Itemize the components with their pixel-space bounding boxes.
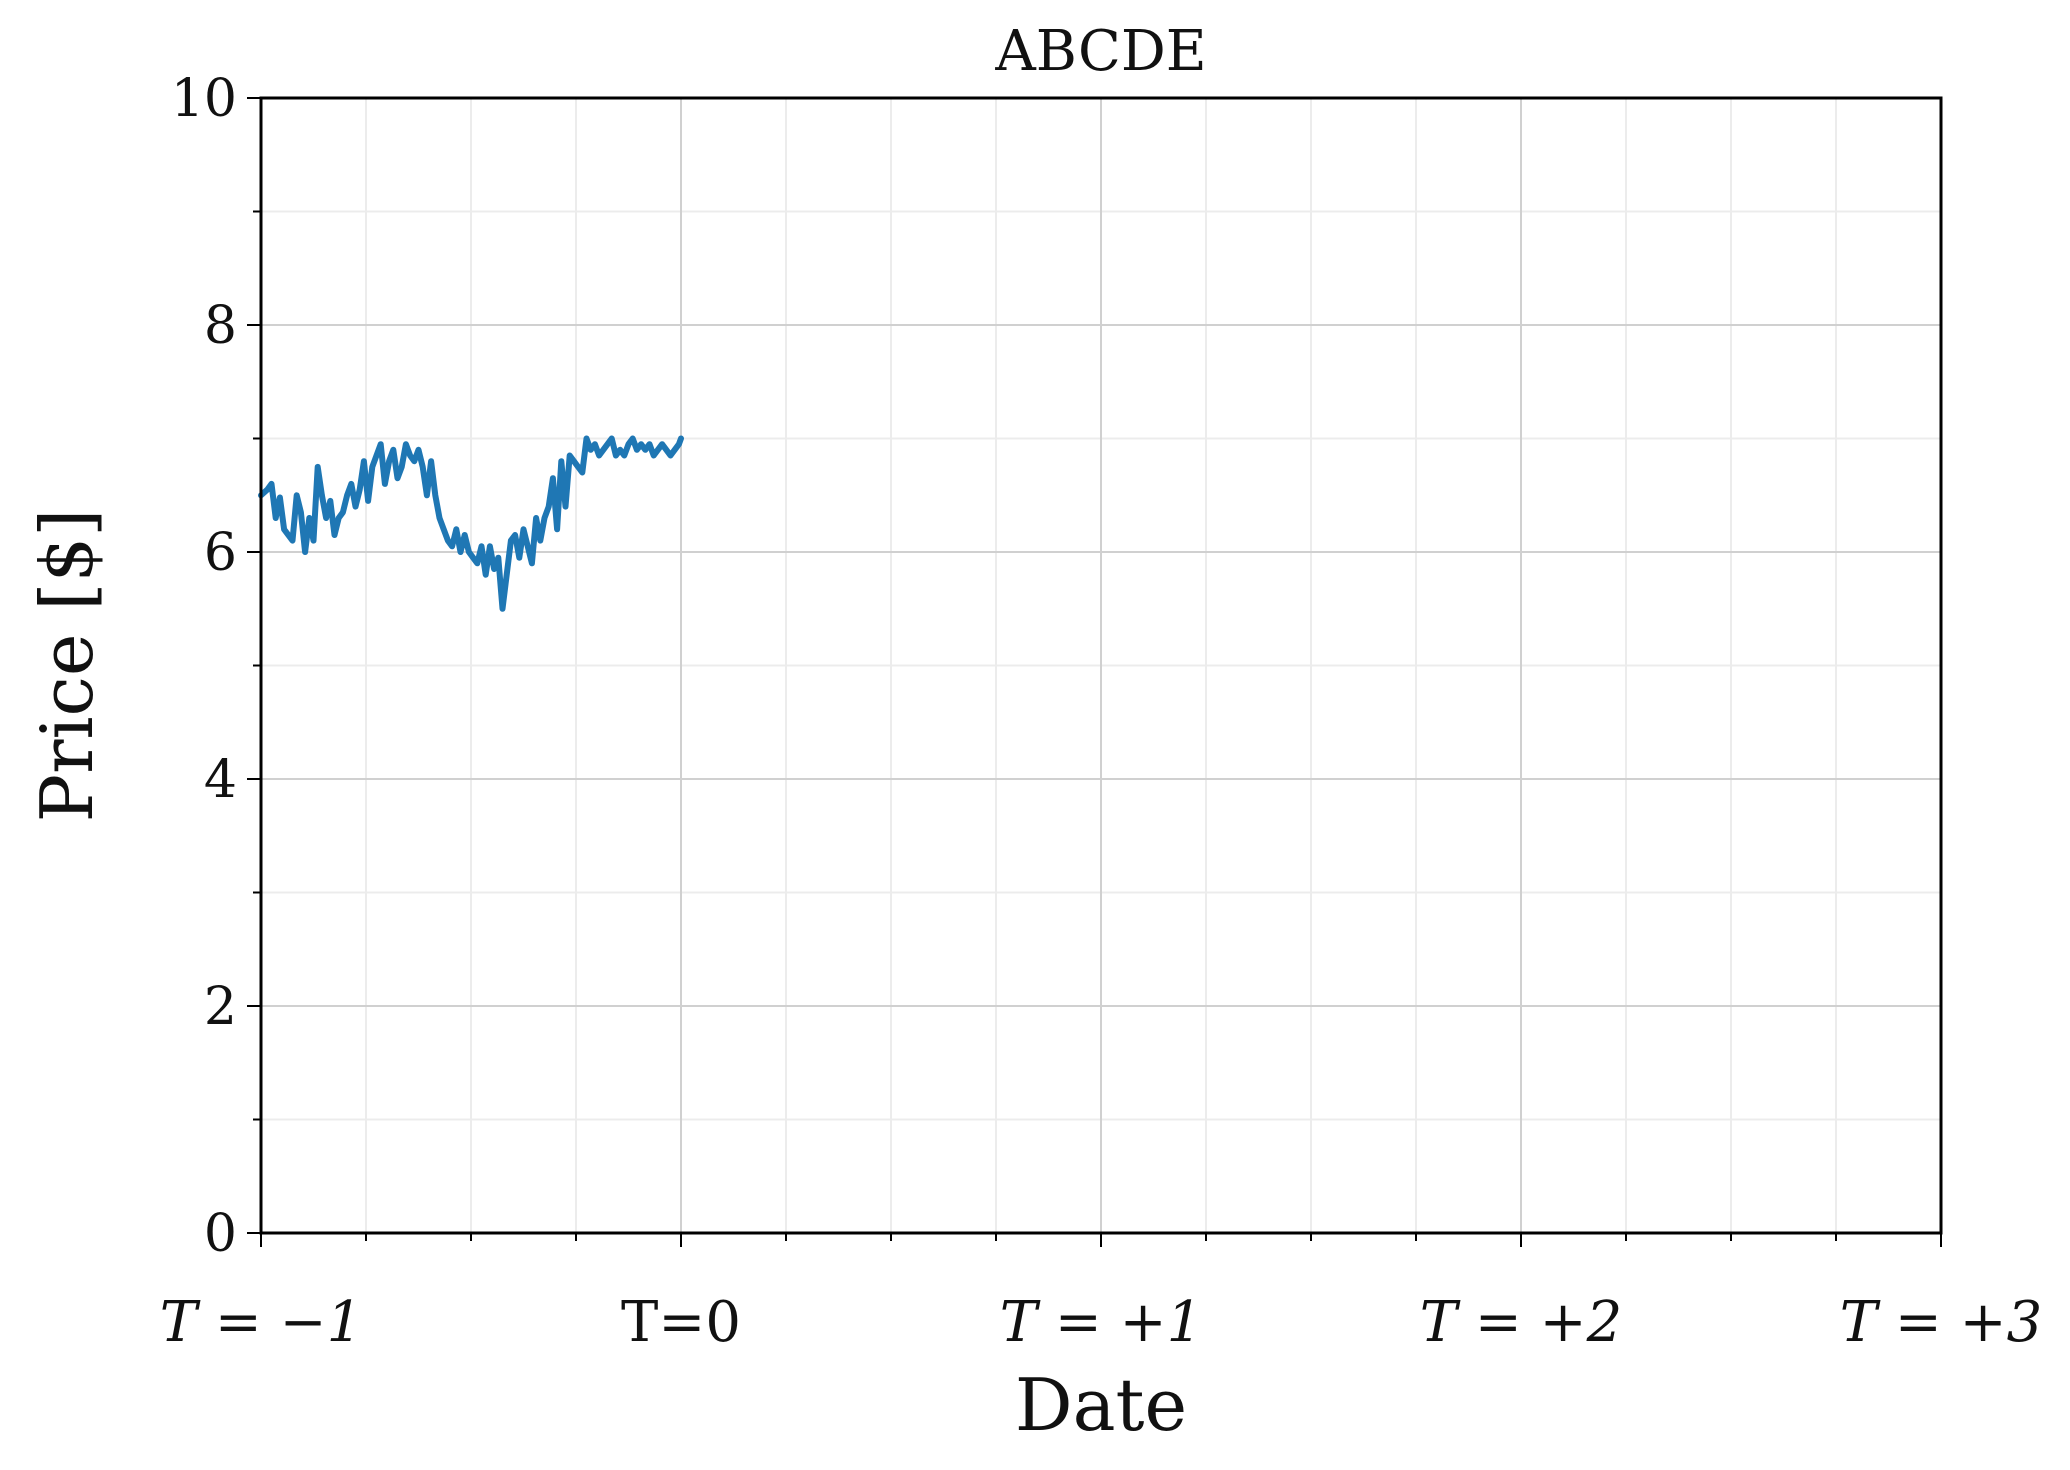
y-tick-label: 2 — [204, 977, 237, 1037]
series-layer — [258, 435, 684, 612]
x-axis-label: Date — [1015, 1363, 1187, 1447]
y-tick-label: 6 — [204, 523, 237, 583]
y-tick-label: 0 — [204, 1204, 237, 1264]
y-tick-labels: 0 2 4 6 8 10 — [171, 69, 237, 1264]
y-axis-label: Price [$] — [25, 509, 109, 823]
x-tick-label: T = −1 — [160, 1290, 362, 1355]
price-line — [258, 435, 684, 612]
x-tick-label: T = +1 — [1000, 1290, 1202, 1355]
axis-ticks — [247, 97, 1942, 1247]
x-tick-label: T = +3 — [1840, 1290, 2042, 1355]
chart-title: ABCDE — [994, 19, 1206, 84]
y-tick-label: 8 — [204, 296, 237, 356]
x-tick-labels: T = −1 T=0 T = +1 T = +2 T = +3 — [160, 1290, 2042, 1355]
x-tick-label: T=0 — [621, 1290, 741, 1355]
y-tick-label: 10 — [171, 69, 237, 129]
y-tick-label: 4 — [204, 750, 237, 810]
x-tick-label: T = +2 — [1420, 1290, 1622, 1355]
